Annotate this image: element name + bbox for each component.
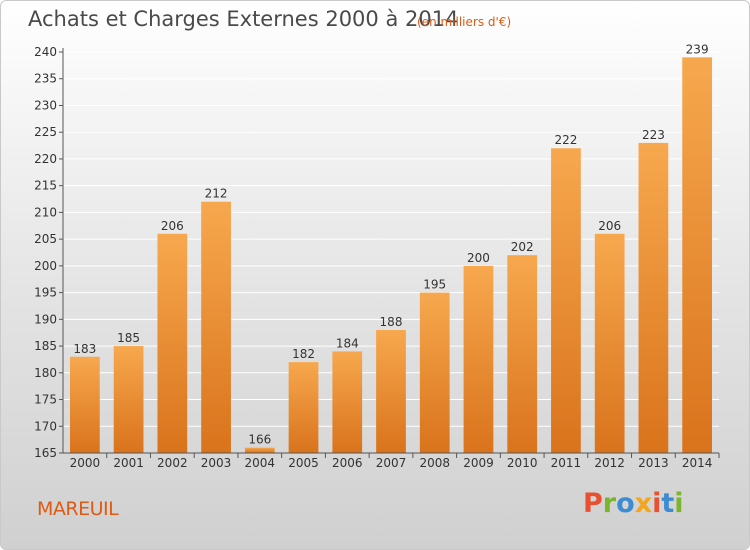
data-label: 188 — [380, 315, 403, 329]
x-tick-label: 2001 — [113, 456, 144, 470]
data-labels: 183 185 206 212 166 182 184 188 195 200 202 222 206 2… — [73, 42, 708, 446]
y-tick-label: 195 — [34, 286, 57, 300]
data-label: 239 — [686, 42, 709, 56]
bar-2012 — [594, 233, 625, 453]
logo-letter: r — [602, 488, 617, 519]
x-tick-label: 2012 — [594, 456, 625, 470]
y-tick-label: 220 — [34, 152, 57, 166]
y-tick-label: 225 — [34, 125, 57, 139]
y-tick-label: 190 — [34, 312, 57, 326]
bar-2005 — [288, 362, 319, 453]
y-tick-label: 235 — [34, 72, 57, 86]
data-label: 212 — [205, 187, 228, 201]
bar-2002 — [157, 233, 188, 453]
logo-letter: i — [652, 488, 662, 519]
bar-2013 — [638, 142, 669, 454]
bar-2014 — [682, 57, 713, 453]
logo-letter: x — [634, 488, 653, 519]
data-label: 184 — [336, 336, 359, 350]
y-tick-label: 230 — [34, 98, 57, 112]
x-tick-label: 2005 — [288, 456, 319, 470]
data-label: 185 — [117, 331, 140, 345]
y-tick-label: 170 — [34, 419, 57, 433]
y-tick-label: 165 — [34, 446, 57, 460]
bar-2010 — [507, 255, 538, 453]
x-tick-label: 2010 — [507, 456, 538, 470]
x-tick-label: 2009 — [463, 456, 494, 470]
bar-2001 — [113, 346, 144, 453]
logo-letter: i — [674, 488, 684, 519]
y-tick-label: 185 — [34, 339, 57, 353]
y-axis: 165 170 175 180 185 190 195 200 205 210 215 220 225 2… — [34, 45, 719, 460]
y-tick-label: 180 — [34, 366, 57, 380]
logo-letter: o — [616, 488, 635, 519]
x-tick-label: 2011 — [551, 456, 582, 470]
bars — [69, 57, 713, 454]
y-tick-label: 175 — [34, 393, 57, 407]
x-tick-label: 2003 — [201, 456, 232, 470]
x-tick-label: 2006 — [332, 456, 363, 470]
chart-title: Achats et Charges Externes 2000 à 2014 — [28, 7, 459, 31]
bar-2007 — [376, 330, 406, 453]
bar-2003 — [201, 201, 231, 453]
y-tick-label: 210 — [34, 205, 57, 219]
data-label: 223 — [642, 128, 665, 142]
x-tick-label: 2007 — [376, 456, 407, 470]
y-tick-label: 200 — [34, 259, 57, 273]
x-tick-label: 2004 — [245, 456, 276, 470]
bar-2011 — [551, 148, 581, 454]
bar-2008 — [419, 292, 450, 453]
x-tick-label: 2002 — [157, 456, 188, 470]
x-tick-label: 2013 — [638, 456, 669, 470]
proxiti-logo[interactable]: Proxiti — [583, 488, 684, 519]
logo-letter: P — [583, 488, 603, 519]
data-label: 206 — [598, 219, 621, 233]
y-tick-label: 215 — [34, 179, 57, 193]
y-tick-label: 205 — [34, 232, 57, 246]
commune-name: MAREUIL — [37, 498, 119, 520]
data-label: 206 — [161, 219, 184, 233]
bar-2000 — [69, 356, 100, 453]
x-tick-label: 2008 — [419, 456, 450, 470]
data-label: 202 — [511, 240, 534, 254]
chart-subtitle: (en milliers d'€) — [417, 15, 512, 29]
data-label: 182 — [292, 347, 315, 361]
x-tick-label: 2014 — [682, 456, 713, 470]
bar-2009 — [463, 265, 494, 453]
y-tick-label: 240 — [34, 45, 57, 59]
data-label: 200 — [467, 251, 490, 265]
data-label: 222 — [554, 133, 577, 147]
bar-2006 — [332, 351, 363, 453]
logo-letter: t — [661, 488, 675, 519]
data-label: 166 — [248, 433, 271, 447]
data-label: 183 — [73, 342, 96, 356]
bar-2004 — [244, 447, 275, 453]
x-axis: 2000 2001 2002 2003 2004 2005 2006 2007 2008 2009… — [70, 453, 720, 470]
x-tick-label: 2000 — [70, 456, 101, 470]
data-label: 195 — [423, 278, 446, 292]
